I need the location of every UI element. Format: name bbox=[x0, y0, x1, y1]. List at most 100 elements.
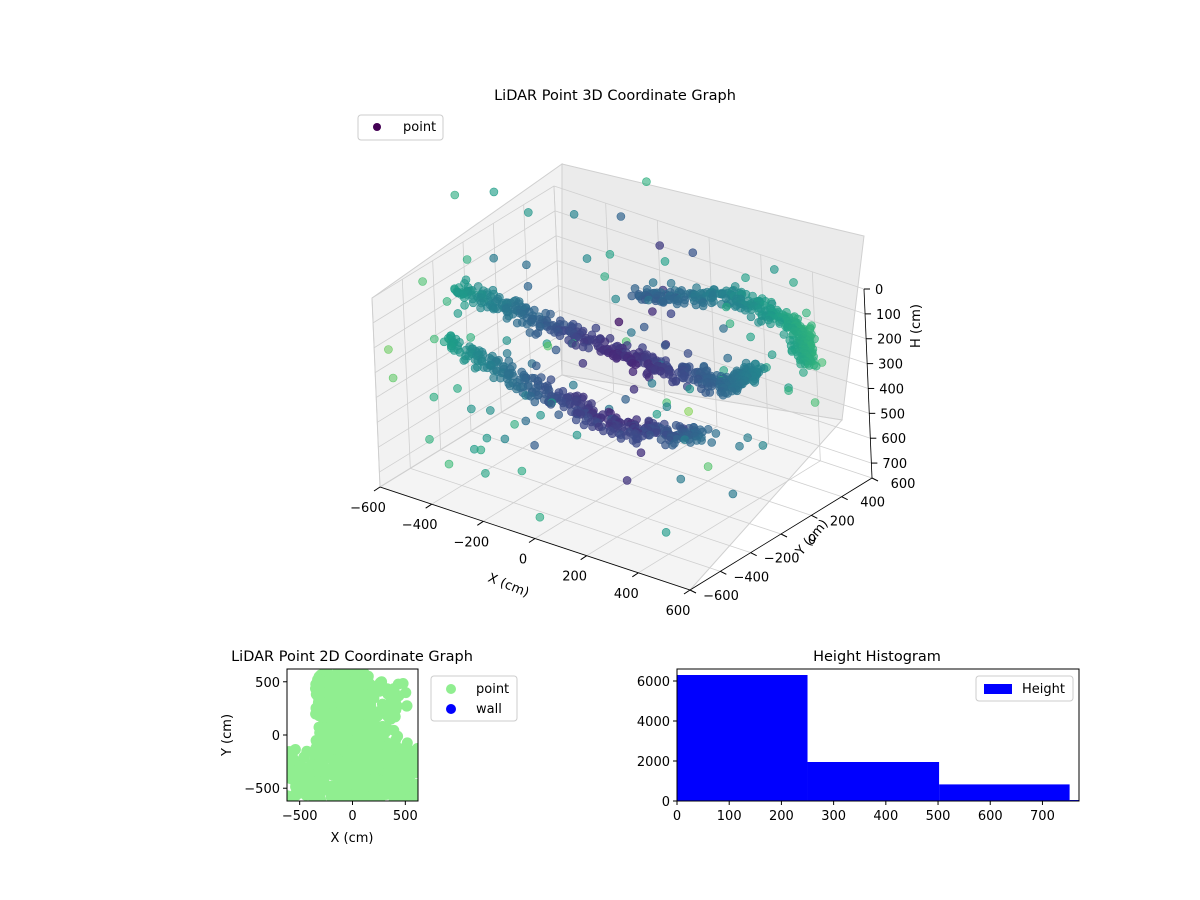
point-3d bbox=[582, 254, 592, 263]
point-2d bbox=[354, 688, 366, 699]
point-3d bbox=[711, 429, 721, 438]
point-3d bbox=[459, 293, 469, 302]
point-3d bbox=[530, 440, 539, 450]
point-2d bbox=[290, 781, 302, 793]
point-3d bbox=[489, 187, 499, 197]
point-3d bbox=[685, 384, 695, 394]
point-3d bbox=[418, 277, 427, 286]
point-3d bbox=[701, 388, 711, 397]
point-3d bbox=[784, 386, 793, 395]
legend-marker-wall-2d bbox=[446, 704, 456, 714]
point-2d bbox=[408, 763, 418, 775]
point-3d bbox=[668, 440, 677, 450]
point-2d bbox=[362, 780, 374, 791]
point-2d bbox=[322, 669, 333, 678]
point-2d bbox=[381, 754, 393, 766]
point-3d bbox=[691, 300, 701, 310]
point-3d bbox=[746, 312, 756, 322]
point-3d bbox=[660, 340, 670, 350]
point-3d bbox=[648, 307, 657, 316]
point-3d bbox=[659, 298, 668, 307]
x-tick-label-2d: 500 bbox=[393, 809, 418, 824]
point-2d bbox=[287, 752, 299, 764]
y-tick-label-3d: 400 bbox=[860, 496, 885, 511]
point-2d bbox=[386, 692, 398, 704]
point-2d bbox=[298, 751, 310, 763]
z-tick-label-3d: 100 bbox=[876, 308, 901, 323]
point-3d bbox=[559, 402, 569, 412]
legend-marker-point-2d bbox=[446, 684, 456, 694]
point-2d bbox=[359, 749, 370, 761]
point-3d bbox=[612, 354, 621, 363]
point-2d bbox=[314, 691, 326, 703]
point-2d bbox=[319, 784, 331, 795]
point-3d bbox=[485, 406, 495, 415]
point-2d bbox=[345, 735, 356, 747]
point-3d bbox=[489, 253, 499, 263]
point-3d bbox=[642, 177, 651, 186]
y-tick-label-3d: 0 bbox=[808, 533, 816, 548]
point-3d bbox=[571, 340, 581, 350]
point-3d bbox=[605, 250, 615, 259]
point-3d bbox=[767, 350, 777, 360]
point-3d bbox=[444, 459, 454, 469]
point-3d bbox=[810, 398, 820, 407]
point-3d bbox=[614, 317, 624, 327]
legend-swatch-height bbox=[984, 684, 1012, 694]
point-3d bbox=[666, 278, 676, 288]
point-3d bbox=[652, 409, 662, 419]
x-tick-label-hist: 0 bbox=[673, 809, 681, 824]
point-3d bbox=[460, 300, 469, 310]
z-axis-label-3d: H (cm) bbox=[909, 304, 924, 348]
point-3d bbox=[429, 334, 439, 344]
point-3d bbox=[725, 319, 735, 329]
point-2d bbox=[388, 724, 400, 736]
point-2d bbox=[341, 767, 352, 779]
point-2d bbox=[402, 781, 413, 792]
x-tick-label-3d: 0 bbox=[519, 553, 527, 568]
chart-2d-title: LiDAR Point 2D Coordinate Graph bbox=[231, 649, 473, 665]
point-2d bbox=[376, 698, 388, 710]
y-tick-label-2d: −500 bbox=[244, 782, 280, 797]
z-tick-label-3d: 300 bbox=[878, 358, 903, 373]
point-3d bbox=[629, 384, 639, 394]
y-axis-label-2d: Y (cm) bbox=[220, 714, 235, 757]
x-tick-label-hist: 100 bbox=[717, 809, 742, 824]
legend-label-point-2d: point bbox=[476, 682, 509, 697]
point-2d bbox=[332, 692, 344, 704]
chart-2d-legend: point wall bbox=[430, 675, 518, 722]
histogram-title: Height Histogram bbox=[813, 649, 941, 665]
point-3d bbox=[546, 309, 555, 319]
point-3d bbox=[466, 404, 476, 414]
x-tick-label-hist: 700 bbox=[1030, 809, 1055, 824]
point-3d bbox=[666, 309, 676, 319]
point-3d bbox=[799, 368, 808, 377]
y-tick-label-3d: −200 bbox=[764, 552, 800, 567]
x-axis-label-3d: X (cm) bbox=[486, 571, 531, 601]
point-3d bbox=[536, 410, 545, 420]
point-3d bbox=[502, 313, 512, 323]
chart-2d: LiDAR Point 2D Coordinate Graph −500−500… bbox=[220, 649, 518, 846]
point-3d bbox=[568, 380, 578, 390]
point-3d bbox=[684, 407, 693, 416]
point-3d bbox=[551, 345, 561, 355]
point-3d bbox=[628, 367, 638, 377]
x-tick-label-3d: −400 bbox=[402, 518, 438, 533]
legend-label-height: Height bbox=[1022, 682, 1065, 697]
point-3d bbox=[688, 248, 698, 257]
point-3d bbox=[698, 301, 708, 311]
axes-hist: 0 100 200 300 400 500 600 700 0 2000 4000 6000 bbox=[637, 675, 1055, 824]
point-3d bbox=[607, 429, 617, 439]
point-2d bbox=[334, 710, 346, 722]
point-2d bbox=[324, 723, 336, 735]
point-3d bbox=[616, 434, 626, 443]
point-3d bbox=[758, 441, 768, 450]
point-2d bbox=[291, 770, 303, 782]
x-tick-label-hist: 200 bbox=[769, 809, 794, 824]
point-2d bbox=[313, 776, 325, 788]
point-3d bbox=[750, 378, 760, 387]
point-3d bbox=[388, 373, 398, 383]
x-tick-label-2d: 0 bbox=[348, 809, 356, 824]
x-tick-label-hist: 500 bbox=[926, 809, 951, 824]
point-3d bbox=[425, 434, 434, 444]
